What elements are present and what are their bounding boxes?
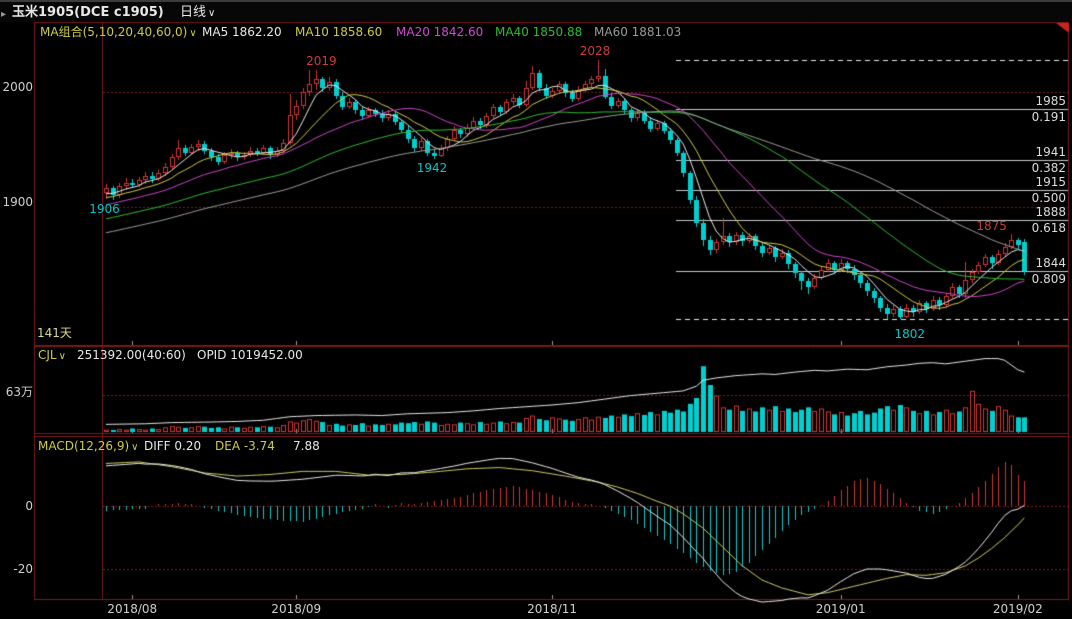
macd-indicator-selector[interactable]: MACD(12,26,9) ∨ — [38, 439, 139, 454]
fib-price-label: 1985 — [1035, 94, 1066, 108]
date-axis-label: 2018/11 — [527, 602, 578, 616]
macd-diff-value: DIFF 0.20 — [144, 439, 202, 453]
chevron-down-icon: ∨ — [208, 8, 216, 19]
fib-ratio-label: 0.809 — [1031, 272, 1066, 286]
date-axis-label: 2019/02 — [992, 602, 1043, 616]
symbol-title: 玉米1905(DCE c1905) — [12, 5, 164, 20]
macd-axis-zero-label: 0 — [25, 499, 33, 513]
volume-indicator-selector[interactable]: CJL ∨ — [38, 348, 66, 363]
volume-axis-label: 63万 — [5, 385, 33, 399]
price-annotation: 2019 — [306, 54, 337, 68]
price-axis-label-2000: 2000 — [2, 80, 33, 94]
chevron-down-icon: ∨ — [131, 442, 139, 453]
days-count-label: 141天 — [37, 326, 72, 340]
price-axis-label-1900: 1900 — [2, 195, 33, 209]
date-axis-label: 2019/01 — [815, 602, 866, 616]
date-axis-label: 2018/09 — [271, 602, 322, 616]
open-interest-value: OPID 1019452.00 — [197, 348, 303, 362]
ma-group-selector[interactable]: MA组合(5,10,20,40,60,0) ∨ — [40, 25, 197, 40]
fib-price-label: 1915 — [1035, 175, 1066, 189]
price-annotation: 1906 — [89, 202, 120, 216]
app-icon: ▸ — [1, 9, 7, 20]
title-bar: ▸ 玉米1905(DCE c1905) 日线 ∨ — [0, 0, 1072, 22]
fib-price-label: 1941 — [1035, 145, 1066, 159]
ma60-value: MA60 1881.03 — [594, 25, 682, 39]
macd-dea-value: DEA -3.74 — [215, 439, 275, 453]
ma5-value: MA5 1862.20 — [202, 25, 282, 39]
fib-ratio-label: 0.191 — [1031, 110, 1066, 124]
fib-ratio-label: 0.500 — [1031, 191, 1066, 205]
volume-value: 251392.00(40:60) — [77, 348, 186, 362]
price-annotation: 1875 — [976, 219, 1007, 233]
fib-price-label: 1888 — [1035, 205, 1066, 219]
price-annotation: 1802 — [894, 327, 926, 341]
chevron-down-icon: ∨ — [58, 351, 66, 362]
macd-axis-neg20-label: -20 — [13, 562, 33, 576]
ma40-value: MA40 1850.88 — [495, 25, 583, 39]
fib-ratio-label: 0.382 — [1031, 161, 1066, 175]
period-selector[interactable]: 日线 ∨ — [180, 5, 216, 20]
macd-bar-value: 7.88 — [293, 439, 320, 453]
price-annotation: 2028 — [579, 44, 611, 58]
fib-ratio-label: 0.618 — [1031, 221, 1066, 235]
ma20-value: MA20 1842.60 — [396, 25, 484, 39]
price-annotation: 1942 — [416, 161, 448, 175]
chevron-down-icon: ∨ — [189, 28, 197, 39]
date-axis-label: 2018/08 — [107, 602, 158, 616]
ma10-value: MA10 1858.60 — [295, 25, 383, 39]
fib-price-label: 1844 — [1035, 256, 1066, 270]
